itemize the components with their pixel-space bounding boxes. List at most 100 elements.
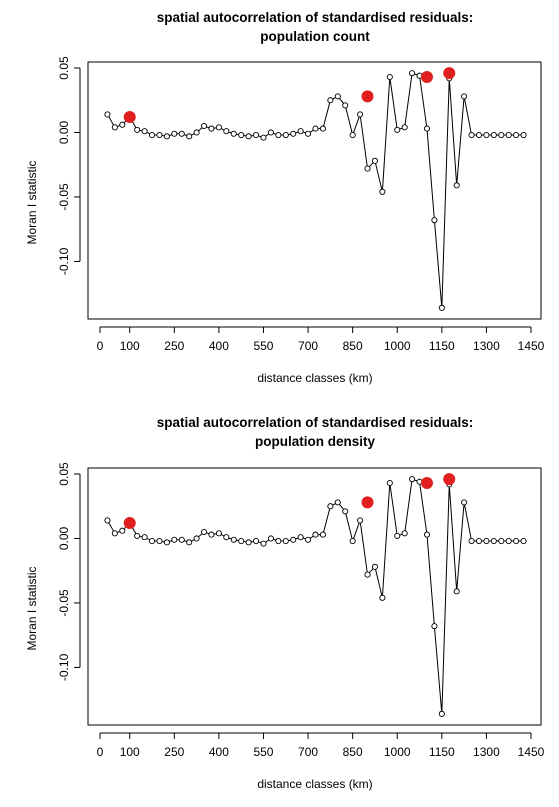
x-tick-label: 700 bbox=[298, 339, 318, 353]
chart-subtitle: population density bbox=[255, 434, 375, 449]
x-tick-label: 400 bbox=[209, 745, 229, 759]
x-tick-label: 100 bbox=[120, 339, 140, 353]
data-point bbox=[208, 531, 215, 538]
data-point bbox=[171, 130, 178, 137]
y-tick-label: 0.05 bbox=[57, 56, 71, 80]
data-point bbox=[319, 531, 326, 538]
y-axis-title: Moran I statistic bbox=[25, 160, 39, 244]
data-point bbox=[290, 130, 297, 137]
x-axis-title: distance classes (km) bbox=[257, 371, 372, 385]
highlight-point bbox=[420, 71, 433, 84]
x-axis-title: distance classes (km) bbox=[257, 777, 372, 791]
x-tick-label: 550 bbox=[253, 339, 273, 353]
series-line bbox=[106, 478, 524, 714]
data-point bbox=[230, 536, 237, 543]
data-point bbox=[453, 588, 460, 595]
data-point bbox=[394, 126, 401, 133]
data-point bbox=[178, 130, 185, 137]
data-point bbox=[253, 132, 260, 139]
data-point bbox=[349, 538, 356, 545]
plot-frame bbox=[87, 61, 542, 320]
data-point bbox=[386, 73, 393, 81]
y-axis-title: Moran I statistic bbox=[25, 566, 39, 650]
data-point bbox=[327, 503, 334, 510]
y-tick-label: 0.00 bbox=[57, 120, 71, 144]
data-point bbox=[290, 536, 297, 543]
x-tick-label: 1150 bbox=[429, 339, 455, 353]
y-tick-label: 0.05 bbox=[57, 462, 71, 486]
data-point bbox=[349, 132, 356, 139]
data-point bbox=[327, 97, 334, 104]
chart-1: spatial autocorrelation of standardised … bbox=[25, 10, 545, 385]
x-tick-label: 100 bbox=[120, 745, 140, 759]
data-point bbox=[483, 538, 490, 545]
data-point bbox=[163, 133, 170, 140]
data-point bbox=[163, 539, 170, 546]
y-tick-label: 0.00 bbox=[57, 526, 71, 550]
highlight-point bbox=[123, 111, 136, 123]
x-tick-label: 850 bbox=[343, 339, 363, 353]
data-point bbox=[111, 124, 118, 131]
data-point bbox=[245, 539, 252, 546]
x-tick-label: 0 bbox=[97, 745, 104, 759]
data-point bbox=[364, 165, 371, 172]
data-point bbox=[193, 535, 200, 542]
highlight-point bbox=[361, 496, 374, 509]
data-point bbox=[334, 93, 341, 100]
data-point bbox=[438, 710, 445, 717]
data-point bbox=[342, 102, 349, 109]
series-line bbox=[106, 72, 524, 308]
data-point bbox=[513, 132, 520, 139]
data-point bbox=[498, 538, 505, 545]
x-tick-label: 250 bbox=[164, 745, 184, 759]
data-point bbox=[334, 499, 341, 506]
data-point bbox=[475, 132, 483, 139]
data-point bbox=[267, 129, 274, 136]
x-tick-label: 1450 bbox=[518, 745, 545, 759]
data-point bbox=[275, 132, 282, 139]
data-point bbox=[483, 132, 490, 139]
data-point bbox=[357, 517, 364, 524]
data-point bbox=[141, 534, 148, 541]
data-point bbox=[141, 128, 148, 135]
data-point bbox=[401, 124, 408, 131]
data-point bbox=[371, 563, 378, 570]
x-tick-label: 700 bbox=[298, 745, 318, 759]
data-point bbox=[431, 217, 438, 224]
data-point bbox=[490, 538, 497, 545]
x-tick-label: 550 bbox=[253, 745, 273, 759]
data-point bbox=[297, 128, 304, 135]
data-point bbox=[223, 534, 230, 541]
data-point bbox=[111, 530, 118, 537]
data-point bbox=[193, 129, 200, 136]
data-point bbox=[401, 530, 408, 537]
data-point bbox=[305, 130, 312, 137]
plot-frame bbox=[87, 467, 542, 726]
chart-subtitle: population count bbox=[260, 29, 370, 44]
data-point bbox=[230, 130, 237, 137]
x-tick-label: 1300 bbox=[473, 745, 500, 759]
data-point bbox=[461, 93, 468, 100]
data-point bbox=[297, 534, 304, 541]
data-point bbox=[423, 531, 431, 538]
data-point bbox=[156, 538, 163, 545]
data-point bbox=[520, 132, 527, 139]
y-tick-label: -0.05 bbox=[57, 589, 71, 617]
y-tick-label: -0.05 bbox=[57, 183, 71, 211]
data-point bbox=[431, 623, 438, 630]
data-point bbox=[119, 527, 126, 534]
data-point bbox=[513, 538, 520, 545]
data-point bbox=[319, 125, 326, 132]
data-point bbox=[379, 188, 386, 195]
x-tick-label: 850 bbox=[343, 745, 363, 759]
data-point bbox=[498, 132, 505, 139]
x-tick-label: 1450 bbox=[518, 339, 545, 353]
data-point bbox=[468, 538, 475, 545]
data-point bbox=[253, 538, 260, 545]
x-tick-label: 1000 bbox=[384, 745, 411, 759]
data-point bbox=[475, 538, 483, 545]
data-point bbox=[134, 126, 141, 133]
data-point bbox=[282, 538, 289, 545]
data-point bbox=[134, 532, 141, 539]
